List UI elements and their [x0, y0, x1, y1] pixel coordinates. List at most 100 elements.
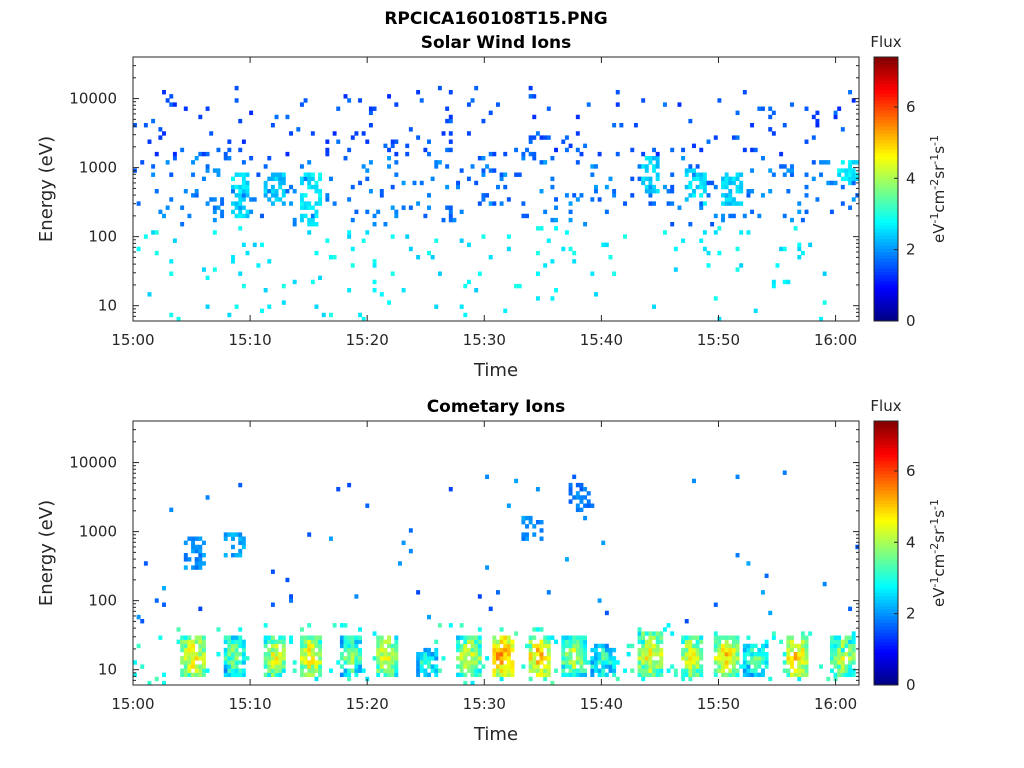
- heatmap-cell: [506, 643, 511, 649]
- heatmap-cell: [586, 499, 591, 504]
- colorbar-segment: [874, 126, 898, 131]
- heatmap-cell: [771, 110, 776, 116]
- heatmap-cell: [532, 532, 537, 537]
- heatmap-cell: [314, 213, 319, 219]
- heatmap-cell: [699, 201, 704, 206]
- heatmap-cell: [496, 656, 500, 661]
- heatmap-cell: [416, 668, 421, 673]
- heatmap-cell: [231, 544, 235, 550]
- colorbar-segment: [874, 440, 898, 445]
- heatmap-cell: [281, 176, 286, 182]
- heatmap-cell: [227, 664, 232, 669]
- heatmap-cell: [561, 246, 566, 252]
- heatmap-cell: [528, 520, 533, 525]
- heatmap-cell: [445, 118, 450, 124]
- heatmap-cell: [539, 668, 544, 673]
- heatmap-cell: [140, 160, 145, 165]
- heatmap-cell: [833, 676, 838, 682]
- heatmap-cell: [238, 668, 243, 673]
- heatmap-cell: [474, 664, 479, 669]
- heatmap-cell: [844, 652, 849, 657]
- heatmap-cell: [216, 168, 221, 173]
- heatmap-cell: [408, 246, 413, 252]
- heatmap-cell: [231, 660, 235, 665]
- heatmap-cell: [394, 635, 399, 640]
- heatmap-cell: [564, 639, 569, 645]
- heatmap-cell: [499, 201, 504, 206]
- heatmap-cell: [231, 532, 235, 537]
- heatmap-cell: [350, 217, 355, 223]
- heatmap-cell: [517, 172, 522, 177]
- heatmap-cell: [721, 217, 725, 223]
- heatmap-cell: [539, 647, 544, 653]
- heatmap-cell: [485, 565, 490, 570]
- heatmap-cell: [695, 164, 700, 169]
- heatmap-cell: [594, 647, 598, 653]
- heatmap-cell: [274, 114, 279, 120]
- heatmap-cell: [289, 594, 294, 599]
- heatmap-cell: [416, 656, 421, 661]
- heatmap-cell: [390, 664, 395, 669]
- heatmap-cell: [466, 668, 471, 673]
- heatmap-cell: [510, 664, 515, 669]
- heatmap-cell: [281, 643, 286, 649]
- heatmap-cell: [463, 660, 468, 665]
- colorbar-segment: [874, 599, 898, 603]
- heatmap-cell: [728, 668, 733, 673]
- solar-wind-axes: 15:00 15:10 15:20 15:30 15:40 15:50 16:0010100…: [69, 56, 859, 349]
- heatmap-cell: [372, 631, 377, 636]
- heatmap-cell: [800, 250, 805, 256]
- heatmap-cell: [162, 90, 166, 95]
- heatmap-cell: [637, 164, 642, 169]
- heatmap-cell: [652, 631, 657, 636]
- heatmap-cell: [539, 660, 544, 665]
- heatmap-cell: [234, 660, 239, 665]
- heatmap-cell: [670, 664, 675, 669]
- heatmap-cell: [263, 660, 268, 665]
- heatmap-cell: [655, 664, 660, 669]
- heatmap-cell: [564, 643, 569, 649]
- heatmap-cell: [630, 643, 635, 649]
- heatmap-cell: [292, 668, 297, 673]
- heatmap-cell: [525, 147, 529, 153]
- heatmap-cell: [154, 230, 159, 235]
- heatmap-cell: [699, 664, 704, 669]
- colorbar-segment: [874, 592, 898, 597]
- heatmap-cell: [637, 664, 642, 669]
- heatmap-cell: [223, 660, 228, 665]
- heatmap-cell: [721, 656, 725, 661]
- heatmap-cell: [641, 656, 646, 661]
- heatmap-cell: [594, 664, 598, 669]
- heatmap-cell: [205, 151, 210, 157]
- heatmap-cell: [474, 652, 479, 657]
- heatmap-cell: [688, 193, 693, 198]
- heatmap-cell: [245, 209, 250, 215]
- heatmap-cell: [539, 643, 544, 649]
- heatmap-cell: [238, 643, 243, 649]
- heatmap-cell: [289, 201, 294, 206]
- heatmap-cell: [241, 540, 246, 546]
- heatmap-cell: [590, 664, 595, 669]
- heatmap-cell: [339, 635, 344, 640]
- heatmap-cell: [800, 631, 805, 636]
- heatmap-cell: [568, 668, 573, 673]
- heatmap-cell: [347, 635, 352, 640]
- colorbar-segment: [874, 169, 898, 173]
- heatmap-cell: [285, 151, 290, 157]
- colorbar-segment: [874, 609, 898, 613]
- heatmap-cell: [187, 635, 192, 640]
- heatmap-cell: [263, 164, 268, 169]
- heatmap-cell: [750, 209, 755, 215]
- heatmap-cell: [285, 577, 290, 583]
- heatmap-cell: [684, 197, 689, 202]
- heatmap-cell: [318, 643, 323, 649]
- heatmap-cell: [644, 664, 649, 669]
- heatmap-cell: [699, 184, 704, 190]
- heatmap-cell: [844, 672, 849, 678]
- heatmap-cell: [840, 668, 845, 673]
- heatmap-cell: [187, 557, 192, 562]
- heatmap-cell: [855, 160, 860, 165]
- heatmap-cell: [238, 197, 243, 202]
- colorbar-segment: [874, 116, 898, 121]
- heatmap-cell: [198, 561, 203, 566]
